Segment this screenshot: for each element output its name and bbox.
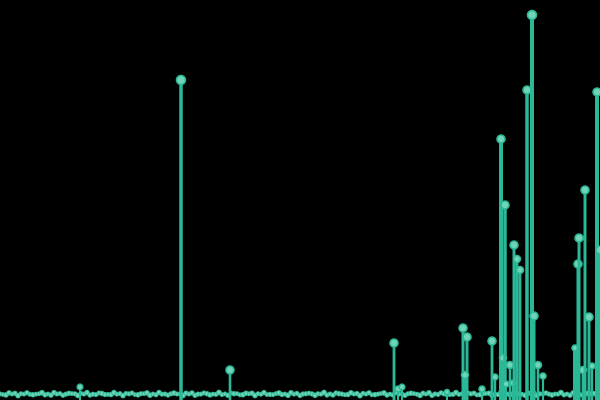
peak-marker — [487, 336, 497, 346]
peak-marker — [389, 338, 399, 348]
noise-floor-group — [0, 389, 600, 399]
peak-24[interactable] — [529, 311, 539, 400]
peak-marker — [509, 240, 519, 250]
peak-6[interactable] — [443, 388, 451, 400]
peak-5[interactable] — [398, 383, 406, 400]
peak-8[interactable] — [462, 332, 472, 400]
peak-marker — [515, 265, 525, 275]
peak-marker — [584, 312, 594, 322]
peak-marker — [443, 388, 451, 396]
peak-16[interactable] — [502, 380, 510, 400]
peak-20[interactable] — [512, 254, 522, 400]
peak-11[interactable] — [487, 336, 497, 400]
peak-21[interactable] — [515, 265, 525, 400]
peak-3[interactable] — [389, 338, 399, 400]
peak-marker — [533, 360, 543, 370]
peak-marker — [522, 85, 532, 95]
peak-marker — [398, 383, 406, 391]
peak-9[interactable] — [460, 370, 470, 400]
peak-marker — [502, 380, 510, 388]
peak-26[interactable] — [539, 372, 547, 400]
peak-marker — [478, 385, 486, 393]
peak-marker — [460, 370, 470, 380]
peak-marker — [496, 134, 506, 144]
peak-29[interactable] — [574, 233, 584, 400]
peak-25[interactable] — [533, 360, 543, 400]
peak-marker — [458, 323, 468, 333]
peak-0[interactable] — [76, 383, 84, 400]
peak-marker — [529, 311, 539, 321]
peak-1[interactable] — [175, 74, 187, 400]
peak-marker — [595, 245, 600, 255]
peak-marker — [505, 360, 515, 370]
peak-marker — [175, 74, 187, 86]
peak-12[interactable] — [491, 373, 499, 400]
peak-marker — [225, 365, 235, 375]
peak-marker — [588, 362, 596, 370]
peak-marker — [491, 373, 499, 381]
peak-marker — [592, 87, 600, 97]
peak-23[interactable] — [526, 9, 538, 400]
peak-marker — [526, 9, 538, 21]
peak-marker — [500, 200, 510, 210]
peak-marker — [512, 254, 522, 264]
peak-marker — [462, 332, 472, 342]
peak-marker — [539, 372, 547, 380]
peak-10[interactable] — [478, 385, 486, 400]
peak-19[interactable] — [509, 240, 519, 400]
peak-marker — [580, 185, 590, 195]
peak-35[interactable] — [595, 245, 600, 400]
peak-2[interactable] — [225, 365, 235, 400]
peak-15[interactable] — [500, 200, 510, 400]
peak-7[interactable] — [458, 323, 468, 400]
peak-32[interactable] — [584, 312, 594, 400]
peak-marker — [574, 233, 584, 243]
peak-34[interactable] — [592, 87, 600, 400]
peak-31[interactable] — [580, 185, 590, 400]
peak-marker — [76, 383, 84, 391]
peaks-group — [76, 9, 600, 400]
